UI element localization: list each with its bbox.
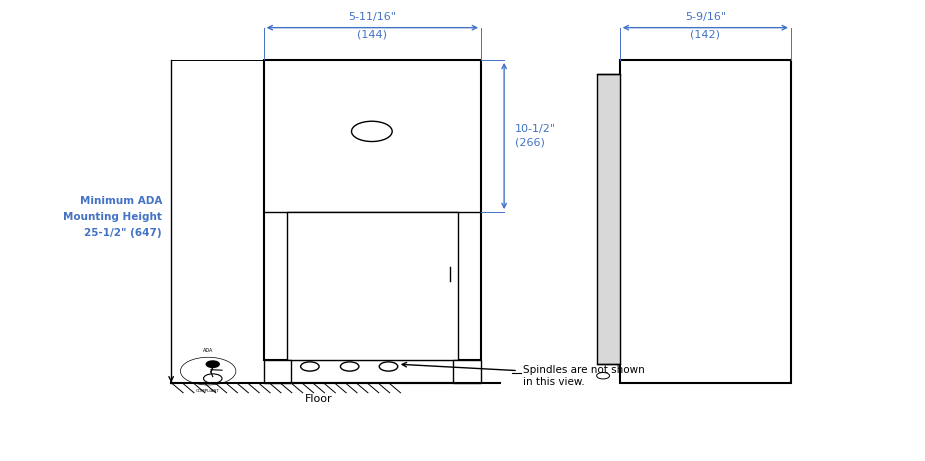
Text: (266): (266) xyxy=(515,138,545,148)
Text: COMPLIANT: COMPLIANT xyxy=(196,389,220,393)
Text: 10-1/2": 10-1/2" xyxy=(515,124,556,134)
Text: Spindles are not shown
in this view.: Spindles are not shown in this view. xyxy=(523,365,645,386)
Text: Minimum ADA: Minimum ADA xyxy=(80,195,162,206)
Text: (142): (142) xyxy=(690,30,721,40)
Bar xyxy=(264,60,481,360)
Circle shape xyxy=(206,361,219,367)
Text: (144): (144) xyxy=(357,30,388,40)
Bar xyxy=(620,60,791,383)
Bar xyxy=(453,360,481,383)
Text: Mounting Height: Mounting Height xyxy=(63,212,162,222)
Bar xyxy=(264,360,291,383)
Text: Floor: Floor xyxy=(305,394,333,404)
Text: 5-9/16": 5-9/16" xyxy=(684,12,726,22)
Text: 25-1/2" (647): 25-1/2" (647) xyxy=(84,228,162,238)
Bar xyxy=(597,74,620,364)
Text: 5-11/16": 5-11/16" xyxy=(349,12,396,22)
Bar xyxy=(287,212,458,360)
Text: ADA: ADA xyxy=(203,348,214,353)
